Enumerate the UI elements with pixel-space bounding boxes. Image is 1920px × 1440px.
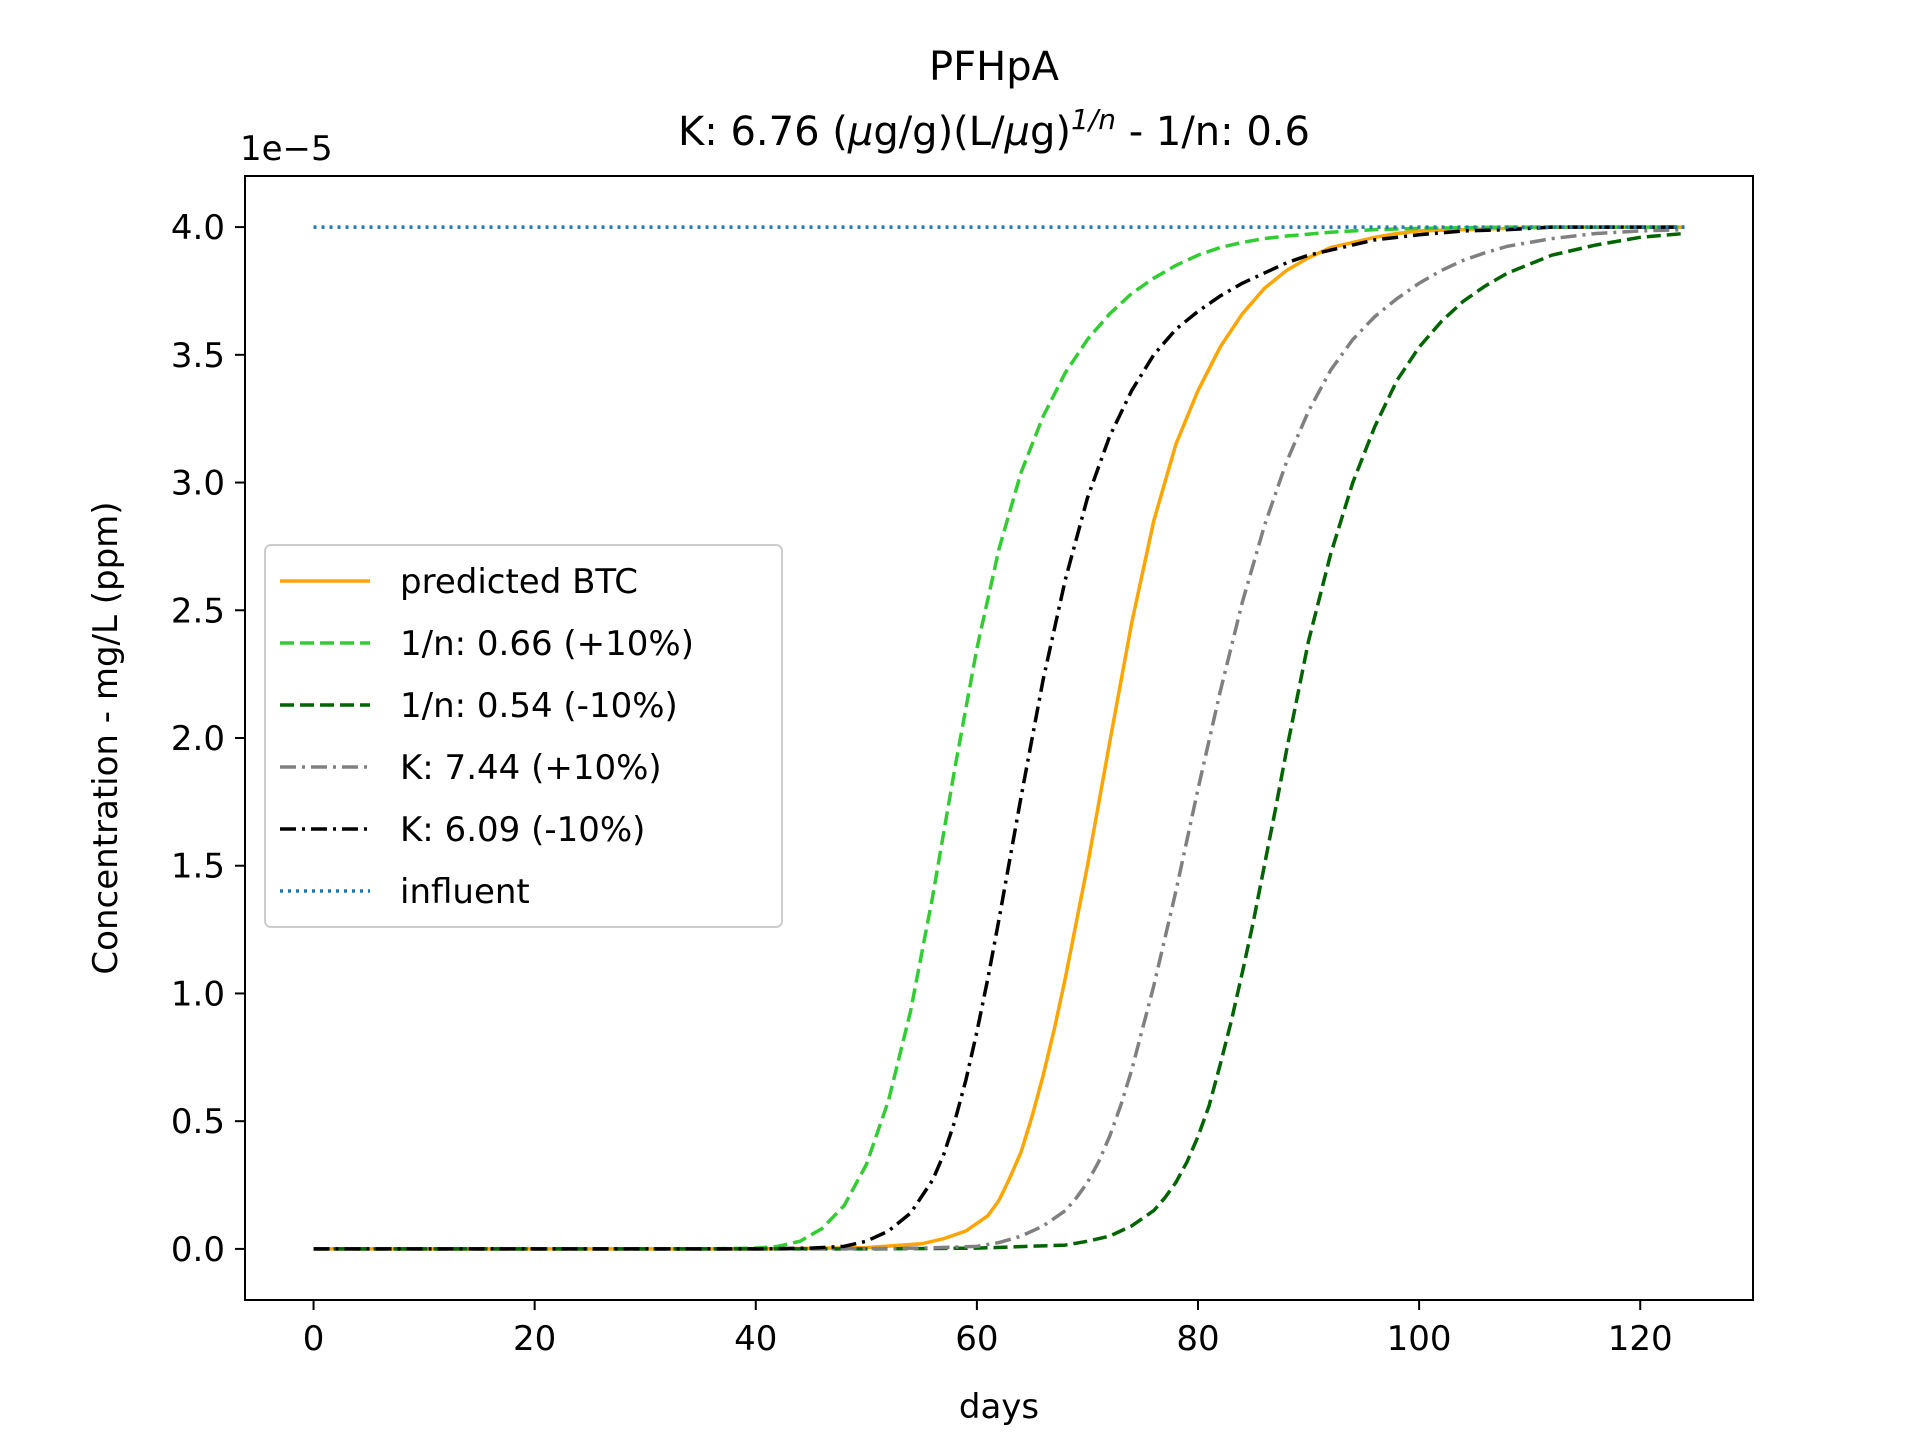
x-tick-label: 60: [955, 1319, 998, 1359]
y-tick-label: 3.0: [171, 464, 225, 504]
legend-label-k-6-09-10: K: 6.09 (-10%): [400, 810, 645, 850]
y-tick-label: 2.5: [171, 591, 225, 631]
chart-title-line1: PFHpA: [929, 44, 1060, 90]
series-line-k-6-09-10: [313, 225, 1685, 1251]
x-tick-label: 20: [513, 1319, 556, 1359]
y-tick-label: 1.0: [171, 974, 225, 1014]
legend-label-1-n-0-66-10: 1/n: 0.66 (+10%): [400, 624, 694, 664]
title-mu-1: μ: [847, 109, 873, 155]
legend-box: [264, 544, 783, 928]
series-line-1-n-0-66-10: [313, 225, 1685, 1251]
y-axis: 0.0 0.5 1.0 1.5 2.0 2.5 3.0 3.5 4.0: [171, 208, 245, 1270]
y-axis-offset-label: 1e−5: [240, 129, 333, 169]
series-line-predicted-btc: [313, 225, 1685, 1251]
legend-label-influent: influent: [400, 872, 530, 912]
x-tick-label: 100: [1387, 1319, 1452, 1359]
chart-title-line2: K: 6.76 (μg/g)(L/μg)1/n - 1/n: 0.6: [678, 103, 1310, 155]
x-tick-label: 0: [303, 1319, 325, 1359]
y-tick-label: 3.5: [171, 336, 225, 376]
x-axis-label: days: [959, 1387, 1039, 1427]
title-mu-2: μ: [1004, 109, 1030, 155]
x-axis: 0 20 40 60 80 100 120: [303, 1300, 1673, 1359]
title-suffix: - 1/n: 0.6: [1116, 109, 1310, 155]
y-tick-label: 2.0: [171, 719, 225, 759]
series-line-1-n-0-54-10: [313, 231, 1685, 1251]
y-tick-label: 1.5: [171, 847, 225, 887]
series-line-k-7-44-10: [313, 227, 1685, 1251]
y-tick-label: 0.0: [171, 1230, 225, 1270]
y-tick-label: 4.0: [171, 208, 225, 248]
legend-label-1-n-0-54-10: 1/n: 0.54 (-10%): [400, 686, 678, 726]
x-tick-label: 120: [1608, 1319, 1673, 1359]
title-mid-2: g): [1030, 109, 1071, 155]
legend-label-k-7-44-10: K: 7.44 (+10%): [400, 748, 662, 788]
title-mid: g/g)(L/: [873, 109, 1005, 155]
legend-label-predicted-btc: predicted BTC: [400, 562, 638, 602]
title-superscript: 1/n: [1071, 103, 1116, 136]
title-prefix: K: 6.76 (: [678, 109, 848, 155]
x-tick-label: 40: [734, 1319, 777, 1359]
series-layer: [313, 225, 1685, 1251]
y-axis-label: Concentration - mg/L (ppm): [86, 501, 126, 974]
y-tick-label: 0.5: [171, 1102, 225, 1142]
x-tick-label: 80: [1176, 1319, 1219, 1359]
legend: predicted BTC 1/n: 0.66 (+10%) 1/n: 0.54 (…: [264, 544, 783, 928]
